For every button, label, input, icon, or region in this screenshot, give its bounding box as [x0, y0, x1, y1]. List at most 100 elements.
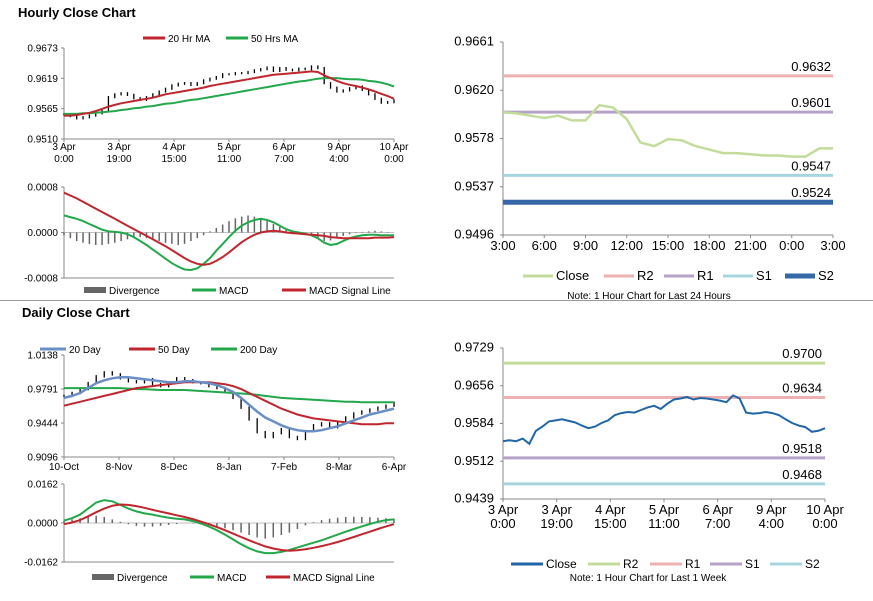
daily-week-x-tick-label: 7:00 [705, 516, 730, 531]
hourly-24h-y-tick-label: 0.9537 [454, 178, 494, 193]
hourly-macd-legend-label: MACD Signal Line [309, 286, 391, 297]
daily-week-legend-label: R2 [623, 557, 639, 571]
daily-week-x-tick-label: 11:00 [648, 516, 680, 531]
hourly-price-x-tick-label: 0:00 [384, 154, 404, 165]
hourly-price-x-tick-label: 3 Apr [52, 142, 76, 153]
hourly-24h-y-tick-label: 0.9496 [454, 227, 494, 242]
hourly-price-x-tick-label: 10 Apr [380, 142, 410, 153]
daily-price-legend-label: 20 Day [69, 345, 101, 356]
hourly-price-x-tick-label: 6 Apr [272, 142, 296, 153]
daily-week-series-close [502, 394, 826, 446]
hourly-macd-y-tick-label: 0.0008 [27, 183, 58, 194]
daily-price-x-tick-label: 6-Apr [382, 462, 407, 473]
daily-price-x-tick-label: 10-Oct [49, 462, 79, 473]
daily-week-y-tick-label: 0.9439 [454, 491, 494, 506]
daily-week-x-tick-label: 3 Apr [541, 502, 572, 517]
hourly-price-x-tick-label: 11:00 [217, 154, 242, 165]
hourly-price-x-tick-label: 15:00 [161, 154, 186, 165]
hourly-price-x-tick-label: 4:00 [329, 154, 349, 165]
section-divider [0, 300, 873, 301]
daily-week-y-tick-label: 0.9656 [454, 377, 494, 392]
hourly-24h-x-tick-label: 21:00 [734, 238, 767, 253]
daily-price-y-tick-label: 0.9444 [27, 419, 58, 430]
hourly-24h-x-tick-label: 0:00 [779, 238, 804, 253]
daily-macd-y-tick-label: 0.0000 [27, 519, 58, 530]
daily-macd-y-tick-label: 0.0162 [27, 480, 58, 491]
daily-price-x-tick-label: 8-Nov [106, 462, 133, 473]
hourly-24h-y-tick-label: 0.9661 [454, 34, 494, 49]
daily-week-x-tick-label: 15:00 [594, 516, 627, 531]
daily-price-y-tick-label: 0.9791 [27, 385, 58, 396]
hourly-24h-legend-label: R1 [697, 268, 714, 283]
hourly-24h-x-tick-label: 9:00 [573, 238, 598, 253]
hourly-macd-y-tick-label: -0.0008 [24, 274, 58, 285]
daily-week-y-tick-label: 0.9584 [454, 415, 494, 430]
hourly-macd-y-tick-label: 0.0000 [27, 228, 58, 239]
daily-week-level-label: 0.9468 [782, 467, 822, 482]
hourly-price-x-tick-label: 5 Apr [217, 142, 241, 153]
hourly-24h-x-tick-label: 18:00 [693, 238, 726, 253]
daily-price-series-20day [63, 376, 395, 433]
daily-week-y-tick-label: 0.9729 [454, 340, 494, 355]
hourly-macd-legend-swatch [84, 287, 106, 293]
hourly-price-x-tick-label: 0:00 [54, 154, 74, 165]
hourly-24h-note: Note: 1 Hour Chart for Last 24 Hours [567, 291, 730, 302]
daily-week-x-tick-label: 0:00 [812, 516, 837, 531]
hourly-24h-series-close [502, 103, 833, 158]
hourly-price-legend-label: 20 Hr MA [168, 34, 211, 45]
daily-week-x-tick-label: 19:00 [540, 516, 573, 531]
hourly-24h-x-tick-label: 15:00 [652, 238, 685, 253]
daily-week-level-label: 0.9700 [782, 346, 822, 361]
hourly-24h-legend-label: S1 [756, 268, 772, 283]
hourly-price-series-50hr [64, 77, 395, 115]
hourly-24h-y-tick-label: 0.9620 [454, 82, 494, 97]
daily-week-x-tick-label: 6 Apr [702, 502, 733, 517]
daily-macd-legend-label: MACD Signal Line [293, 573, 375, 584]
daily-price-x-tick-label: 8-Mar [326, 462, 353, 473]
daily-price-y-tick-label: 0.9096 [27, 453, 58, 464]
daily-week-x-tick-label: 0:00 [490, 516, 515, 531]
daily-week-x-tick-label: 5 Apr [649, 502, 680, 517]
daily-week-legend-label: Close [546, 557, 577, 571]
daily-week-legend-label: R1 [685, 557, 701, 571]
hourly-price-series-20hr [64, 70, 395, 117]
hourly-price-y-tick-label: 0.9619 [27, 74, 58, 85]
daily-price-series-50day [63, 381, 394, 426]
hourly-24h-level-label: 0.9524 [791, 185, 831, 200]
hourly-macd-legend-label: Divergence [109, 286, 160, 297]
daily-macd-series-macd [63, 499, 395, 555]
hourly-24h-level-label: 0.9632 [791, 59, 831, 74]
daily-week-x-tick-label: 9 Apr [756, 502, 787, 517]
hourly-24h-level-label: 0.9547 [791, 158, 831, 173]
hourly-24h-legend-label: Close [556, 268, 589, 283]
daily-macd-legend-swatch [92, 574, 114, 580]
daily-week-x-tick-label: 10 Apr [806, 502, 844, 517]
hourly-24h-legend-label: R2 [637, 268, 654, 283]
daily-week-level-label: 0.9634 [782, 380, 822, 395]
hourly-price-y-tick-label: 0.9673 [27, 44, 58, 55]
hourly-price-x-tick-label: 19:00 [106, 154, 131, 165]
daily-price-x-tick-label: 7-Feb [271, 462, 298, 473]
hourly-24h-x-tick-label: 6:00 [532, 238, 557, 253]
hourly-24h-x-tick-label: 3:00 [820, 238, 845, 253]
daily-price-x-tick-label: 8-Dec [161, 462, 188, 473]
hourly-24h-x-tick-label: 3:00 [490, 238, 515, 253]
hourly-price-x-tick-label: 4 Apr [162, 142, 186, 153]
daily-week-y-tick-label: 0.9512 [454, 453, 494, 468]
daily-week-legend-label: S2 [805, 557, 820, 571]
hourly-price-x-tick-label: 9 Apr [327, 142, 351, 153]
hourly-price-x-tick-label: 3 Apr [107, 142, 131, 153]
daily-price-legend-label: 50 Day [158, 345, 190, 356]
hourly-24h-y-tick-label: 0.9578 [454, 130, 494, 145]
hourly-macd-series-signal [63, 191, 395, 266]
hourly-24h-legend-label: S2 [818, 268, 834, 283]
hourly-24h-level-label: 0.9601 [791, 95, 831, 110]
daily-section-title: Daily Close Chart [22, 305, 130, 320]
hourly-24h-x-tick-label: 12:00 [610, 238, 643, 253]
daily-macd-legend-label: Divergence [117, 573, 168, 584]
daily-week-note: Note: 1 Hour Chart for Last 1 Week [570, 573, 728, 584]
daily-week-x-tick-label: 4:00 [759, 516, 784, 531]
daily-price-x-tick-label: 8-Jan [216, 462, 241, 473]
hourly-price-y-tick-label: 0.9565 [27, 104, 58, 115]
